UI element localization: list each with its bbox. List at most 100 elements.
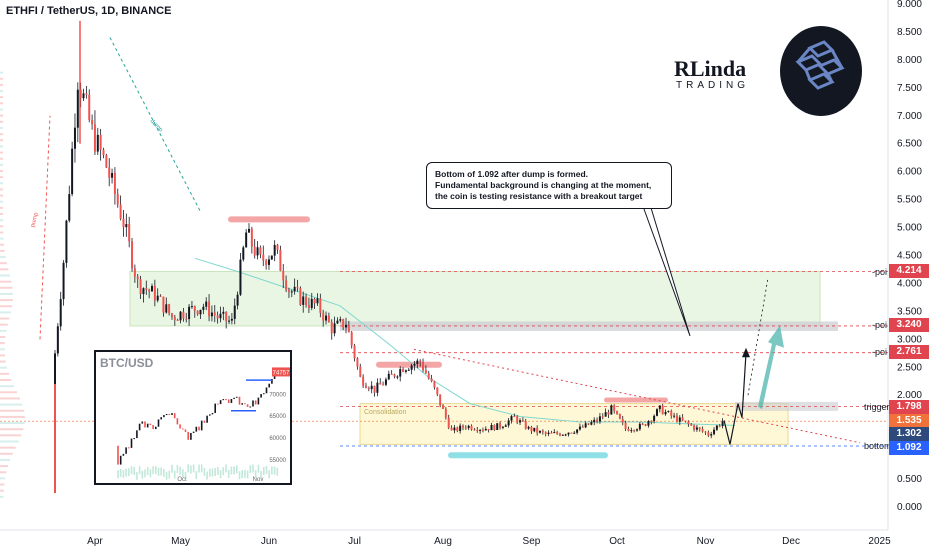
callout-line-3: the coin is testing resistance with a br… [435,191,643,201]
inset-candle [149,423,152,426]
candle-body [76,89,79,128]
candle-body [142,288,145,295]
candle-body [156,295,159,301]
inset-candle [265,387,268,394]
volume-profile-bar [0,458,11,461]
candle-body [570,432,573,434]
inset-volume-bar [260,470,262,479]
inset-candle [225,399,227,401]
candle-body [624,422,627,429]
candle-body [125,224,128,228]
candle-body [687,421,690,425]
candle-body [96,134,99,152]
y-tick-label: 3.000 [897,334,922,345]
volume-profile-bar [0,163,4,166]
candle-body [627,428,630,431]
inset-volume-bar [144,469,146,478]
inset-candle [125,447,127,454]
candle-body [293,286,296,292]
inset-volume-bar [117,470,119,479]
inset-candle [128,447,130,449]
poi-label-2: -poi [872,320,888,330]
x-tick-label: May [171,536,190,547]
inset-candle [141,421,144,424]
candle-body [68,194,71,221]
inset-x-tick: Nov [253,477,264,483]
volume-profile-bar [0,483,5,486]
volume-profile-bar [0,268,9,271]
inset-volume-bar [271,466,273,475]
candle-body [290,291,293,293]
price-tag-1798: 1.798 [889,400,929,414]
volume-profile-bar [0,489,4,492]
callout-line-1: Bottom of 1.092 after dump is formed. [435,169,589,179]
inset-volume-bar [141,470,144,479]
trigger-label: trigger [864,402,890,412]
inset-candle [190,432,192,440]
candle-body [473,429,476,431]
inset-candle [257,397,260,405]
candle-body [136,276,139,280]
candle-body [713,429,716,435]
candle-body [196,310,199,315]
x-tick-label: Jun [261,536,277,547]
candle-body [322,312,325,321]
inset-volume-bar [227,469,230,478]
candle-body [533,427,536,432]
inset-volume-bar [257,464,260,473]
inset-title: BTC/USD [100,356,154,370]
y-tick-label: 5.000 [897,223,922,234]
candle-body [165,304,168,313]
inset-volume-bar [138,466,141,475]
candle-body [650,421,653,423]
inset-candle [187,431,189,440]
candle-body [490,425,493,431]
candle-body [413,364,416,366]
inset-volume-bar [155,466,157,475]
volume-profile-bar [0,415,25,418]
candle-body [604,412,607,417]
inset-candle [198,426,200,431]
candle-body [539,430,542,433]
inset-volume-bar [122,469,125,478]
price-tag-4214: 4.214 [889,264,929,278]
inset-candle [192,431,195,433]
candle-body [576,429,579,433]
candle-body [213,312,216,316]
inset-candle [152,425,154,430]
candle-body [675,415,678,422]
inset-volume-bar [182,469,184,478]
candle-body [345,324,348,328]
resistance-band-3 [604,397,668,403]
price-tag-1535: 1.535 [889,414,929,428]
candle-body [461,425,464,428]
forecast-path [723,353,747,445]
candle-body [695,427,698,430]
logo-badge [780,26,862,116]
candle-body [373,385,376,393]
inset-x-tick: Oct [177,477,187,483]
candle-body [487,428,490,431]
x-tick-label: Nov [697,536,715,547]
candle-body [536,427,539,433]
candle-body [285,280,288,290]
volume-profile-bar [0,133,3,136]
chart-title: ETHFI / TetherUS, 1D, BINANCE [6,5,172,17]
inset-volume-bar [128,468,130,477]
candle-body [242,247,245,260]
inset-volume-bar [265,466,268,475]
candle-body [459,425,462,431]
inset-volume-bar [222,467,225,476]
candle-body [210,312,213,317]
y-tick-label: 0.500 [897,474,922,485]
candle-body [601,416,604,418]
candle-body [133,268,136,277]
candle-body [153,285,156,301]
candle-body [287,289,290,292]
candle-body [644,424,647,426]
inset-candle [268,383,270,388]
candle-body [282,270,285,281]
inset-volume-bar [160,467,162,476]
